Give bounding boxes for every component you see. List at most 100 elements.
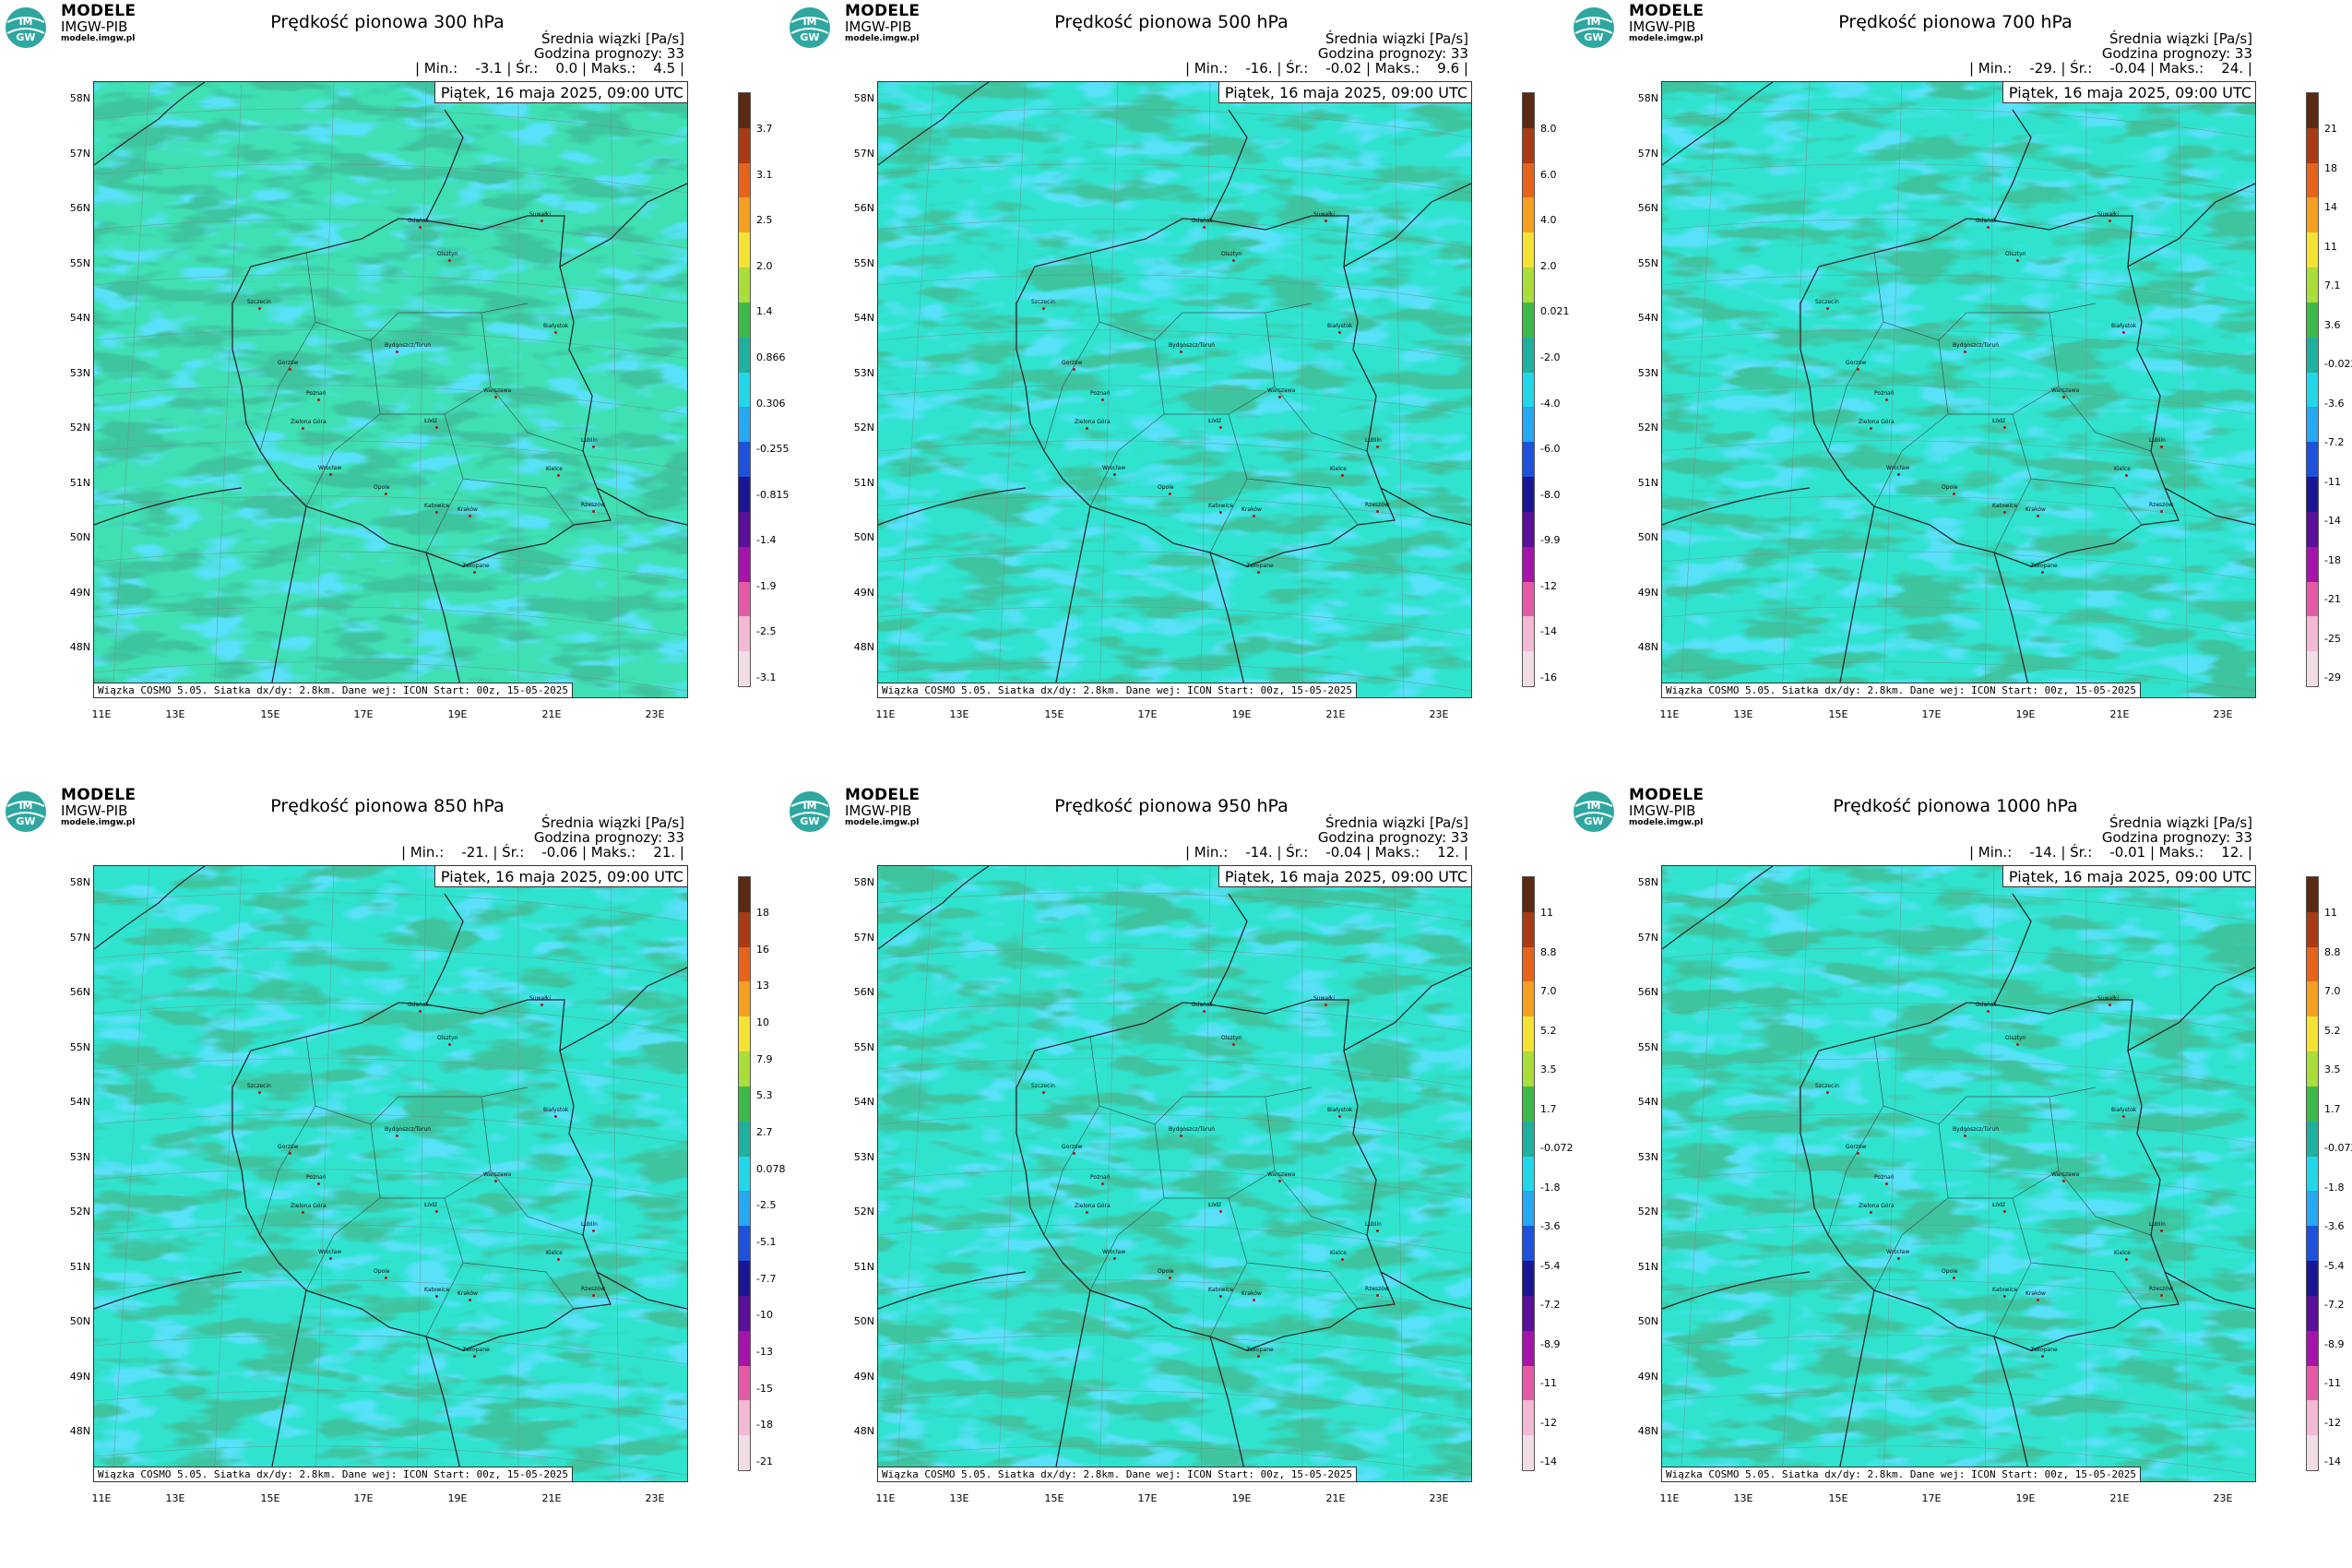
city-marker	[396, 1134, 398, 1137]
city-label: Białystok	[543, 1107, 569, 1113]
colorbar-segment	[739, 1330, 750, 1366]
colorbar-label: -6.0	[1540, 443, 1561, 455]
colorbar-segment	[2307, 1156, 2318, 1192]
city-label: Rzeszów	[1365, 1286, 1389, 1292]
city-label: Wrocław	[1886, 465, 1910, 471]
city-marker	[2160, 1294, 2163, 1297]
lon-label: 11E	[875, 1492, 896, 1504]
lon-label: 17E	[1137, 708, 1158, 720]
city-label: Warszawa	[1267, 1171, 1296, 1178]
colorbar-segment	[1523, 442, 1534, 478]
lat-label: 52N	[853, 1206, 874, 1218]
map-field: Piątek, 16 maja 2025, 09:00 UTC Wiązka C…	[1661, 865, 2256, 1482]
colorbar-segment	[2307, 1365, 2318, 1401]
city-marker	[2003, 426, 2006, 429]
colorbar-segment	[739, 1226, 750, 1262]
lat-label: 52N	[1637, 1206, 1658, 1218]
forecast-hour: Godzina prognozy: 33	[533, 829, 684, 846]
colorbar-segment	[1523, 1261, 1534, 1296]
city-label: Suwałki	[529, 995, 552, 1002]
colorbar-label: -5.4	[2324, 1260, 2345, 1272]
map-field: Piątek, 16 maja 2025, 09:00 UTC Wiązka C…	[93, 81, 688, 698]
lat-label: 53N	[853, 367, 874, 379]
city-label: Zielona Góra	[291, 419, 327, 425]
colorbar-segment	[739, 1156, 750, 1192]
colorbar-segment	[739, 1051, 750, 1087]
city-label: Szczecin	[1815, 299, 1839, 305]
colorbar-segment	[2307, 1295, 2318, 1331]
colorbar-label: 5.3	[756, 1089, 773, 1101]
stats-block: Średnia wiązki [Pa/s] Godzina prognozy: …	[1969, 31, 2252, 76]
panel-500: IM GW MODELE IMGW-PIB modele.imgw.pl Prę…	[784, 0, 1570, 784]
model-info: Wiązka COSMO 5.05. Siatka dx/dy: 2.8km. …	[878, 683, 1357, 697]
city-label: Opole	[1942, 484, 1958, 491]
svg-text:IM: IM	[18, 800, 32, 812]
colorbar-segment	[739, 1400, 750, 1436]
brand-org: IMGW-PIB	[61, 802, 128, 819]
city-marker	[2016, 1043, 2019, 1046]
colorbar-segment	[739, 616, 750, 652]
colorbar-label: -11	[1540, 1377, 1557, 1389]
lat-label: 51N	[69, 1261, 90, 1273]
colorbar-label: 21	[2324, 123, 2337, 135]
colorbar-label: 3.1	[756, 169, 773, 181]
model-info: Wiązka COSMO 5.05. Siatka dx/dy: 2.8km. …	[1662, 683, 2141, 697]
colorbar-label: 8.0	[1540, 123, 1557, 135]
city-marker	[289, 368, 291, 371]
lon-label: 13E	[949, 708, 969, 720]
colorbar-segment	[2307, 1051, 2318, 1087]
lat-label: 49N	[1637, 1371, 1658, 1383]
city-marker	[1219, 511, 1222, 514]
colorbar-label: -16	[1540, 671, 1557, 683]
colorbar-segment	[739, 1261, 750, 1296]
colorbar-segment	[739, 1365, 750, 1401]
colorbar	[2306, 876, 2319, 1471]
colorbar-label: -21	[756, 1455, 773, 1467]
colorbar-segment	[739, 911, 750, 947]
colorbar-segment	[739, 302, 750, 338]
city-label: Gdańsk	[1976, 1002, 1997, 1008]
vertical-velocity-field	[94, 82, 687, 697]
colorbar-segment	[2307, 511, 2318, 547]
colorbar-label: 3.5	[2324, 1063, 2341, 1075]
city-marker	[2016, 259, 2019, 262]
borders	[1662, 866, 2255, 1481]
colorbar-label: 3.5	[1540, 1063, 1557, 1075]
lon-label: 21E	[2109, 1492, 2130, 1504]
lat-label: 52N	[69, 1206, 90, 1218]
colorbar-segment	[2307, 197, 2318, 233]
colorbar-segment	[739, 477, 750, 512]
city-label: Rzeszów	[581, 1286, 605, 1292]
city-marker	[1324, 1004, 1327, 1006]
city-marker	[1113, 473, 1116, 476]
colorbar-segment	[739, 197, 750, 233]
city-label: Zielona Góra	[1075, 1203, 1111, 1209]
city-marker	[1073, 368, 1075, 371]
colorbar-segment	[1523, 127, 1534, 163]
city-label: Łódź	[424, 1202, 438, 1208]
city-marker	[2125, 474, 2128, 477]
graticule	[94, 82, 687, 697]
colorbar-label: -2.0	[1540, 351, 1561, 363]
city-marker	[592, 510, 595, 513]
city-marker	[592, 1229, 595, 1232]
imgw-logo-icon: IM GW	[6, 791, 46, 832]
colorbar-label: -5.4	[1540, 1260, 1561, 1272]
stats-line: | Min.: -14. | Śr.: -0.01 | Maks.: 12. |	[1968, 844, 2252, 861]
colorbar-label: -1.9	[756, 580, 777, 592]
city-label: Bydgoszcz/Toruń	[1169, 1126, 1216, 1133]
city-marker	[1341, 474, 1344, 477]
colorbar-label: -25	[2324, 633, 2341, 645]
brand: MODELE IMGW-PIB modele.imgw.pl	[1629, 787, 1704, 827]
brand-org: IMGW-PIB	[845, 802, 912, 819]
colorbar-segment	[739, 162, 750, 198]
city-marker	[2003, 1295, 2006, 1298]
city-marker	[2037, 515, 2039, 517]
lat-label: 49N	[853, 1371, 874, 1383]
city-marker	[385, 1277, 387, 1279]
voivodeship-borders	[1043, 252, 1368, 553]
city-marker	[2041, 571, 2044, 574]
colorbar-segment	[1523, 1435, 1534, 1471]
city-marker	[1857, 1152, 1859, 1155]
colorbar-label: 11	[2324, 907, 2337, 919]
